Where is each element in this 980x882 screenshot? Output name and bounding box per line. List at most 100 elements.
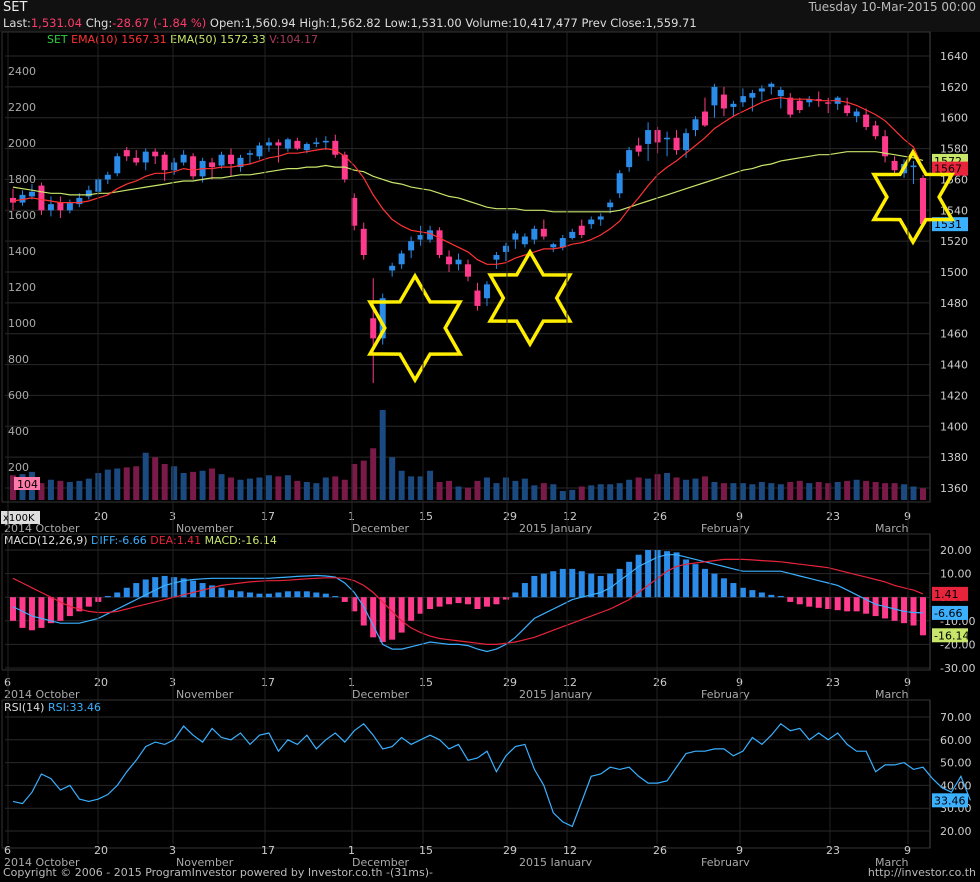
- macd-hist-bar: [237, 591, 244, 598]
- macd-hist-bar: [417, 597, 424, 614]
- macd-hist-bar: [303, 591, 310, 598]
- volume-bar: [692, 478, 699, 500]
- macd-hist-bar: [635, 554, 642, 598]
- rsi-month-label: November: [176, 856, 234, 866]
- price-month-label: November: [176, 522, 234, 535]
- candle-body: [863, 114, 870, 127]
- volume-scale-tick: 400: [8, 425, 29, 438]
- rsi-axis-tick: 50.00: [940, 757, 972, 770]
- volume-scale-tick: 600: [8, 389, 29, 402]
- chg-value: -28.67 (-1.84 %): [112, 16, 207, 30]
- datetime-label: Tuesday 10-Mar-2015 00:00: [808, 0, 976, 14]
- macd-hist-bar: [360, 597, 367, 626]
- volume-bar: [398, 470, 405, 500]
- volume-bar: [190, 471, 197, 500]
- candle-body: [76, 197, 83, 205]
- volume-bar: [66, 482, 73, 500]
- macd-hist-bar: [38, 597, 45, 628]
- macd-hist-bar: [540, 573, 547, 598]
- candle-body: [237, 157, 244, 168]
- macd-hist-bar: [351, 597, 358, 612]
- macd-hist-bar: [218, 587, 225, 598]
- macd-x-tick: 29: [503, 676, 517, 689]
- volume-bar: [171, 466, 178, 500]
- price-axis-tick: 1520: [940, 235, 968, 248]
- candle-body: [10, 197, 16, 203]
- volume-bar: [683, 479, 690, 500]
- volume-value: 10,417,477: [512, 16, 578, 30]
- candle-body: [664, 137, 671, 140]
- volume-bar: [891, 483, 898, 500]
- volume-bar: [540, 483, 547, 500]
- volume-bar: [408, 476, 415, 500]
- volume-bar: [616, 483, 623, 500]
- candle-body: [777, 89, 784, 97]
- macd-hist-bar: [872, 597, 879, 617]
- volume-bar: [228, 477, 235, 500]
- volume-bar: [768, 483, 775, 500]
- macd-hist-bar: [332, 596, 339, 598]
- rsi-x-tick: 3: [169, 844, 176, 857]
- macd-hist-bar: [664, 551, 671, 598]
- open-label: Open:: [209, 16, 245, 30]
- price-axis-tick: 1440: [940, 359, 968, 372]
- macd-hist-bar: [806, 597, 813, 607]
- macd-legend: MACD(12,26,9) DIFF:-6.66 DEA:1.41 MACD:-…: [4, 534, 277, 547]
- macd-x-tick: 15: [419, 676, 433, 689]
- volume-bar: [645, 478, 652, 500]
- macd-hist-bar: [597, 575, 604, 598]
- price-x-tick: 15: [419, 510, 433, 523]
- macd-hist-bar: [10, 597, 16, 621]
- highlight-star: [366, 272, 464, 384]
- quote-header: SET Tuesday 10-Mar-2015 00:00 Last:1,531…: [0, 0, 980, 32]
- volume-bar: [777, 484, 784, 500]
- candle-body: [142, 151, 149, 163]
- macd-hist-bar: [796, 597, 803, 605]
- macd-hist-bar: [777, 596, 784, 598]
- macd-hist-bar: [569, 568, 576, 598]
- volume-badge: [14, 477, 40, 490]
- volume-bar: [626, 479, 633, 500]
- price-x-tick: 23: [826, 510, 840, 523]
- candle-body: [28, 191, 35, 197]
- site-url-link[interactable]: http://investor.co.th: [867, 866, 976, 879]
- macd-month-label: March: [875, 688, 909, 701]
- volume-bar: [853, 479, 860, 500]
- price-axis-tick: 1480: [940, 297, 968, 310]
- volume-bar: [806, 483, 813, 500]
- candle-body: [521, 236, 528, 245]
- candle-body: [465, 264, 471, 277]
- candle-body: [161, 154, 168, 171]
- macd-hist-bar: [787, 597, 794, 602]
- volume-bar: [758, 482, 765, 500]
- volume-bar: [910, 486, 917, 500]
- candle-body: [474, 290, 481, 306]
- macd-hist-bar: [85, 597, 92, 607]
- macd-hist-bar: [104, 596, 111, 598]
- volume-bar: [483, 477, 490, 500]
- price-axis-tick: 1420: [940, 389, 968, 402]
- candle-body: [228, 154, 235, 164]
- candle-body: [882, 136, 889, 157]
- candle-body: [152, 151, 159, 157]
- volume-bar: [701, 476, 708, 500]
- rsi-x-tick: 6: [4, 844, 11, 857]
- macd-hist-bar: [474, 597, 481, 609]
- macd-diff-line: [12, 554, 924, 653]
- rsi-x-tick: 9: [904, 844, 911, 857]
- candle-body: [265, 142, 272, 146]
- macd-hist-bar: [920, 597, 926, 636]
- volume-bar: [502, 477, 509, 500]
- macd-hist-bar: [294, 591, 301, 598]
- macd-hist-bar: [531, 575, 538, 598]
- candle-body: [209, 162, 216, 168]
- volume-scale-tick: 2000: [8, 137, 36, 150]
- macd-hist-bar: [901, 597, 908, 624]
- volume-bar: [123, 467, 130, 500]
- candle-body: [720, 94, 727, 109]
- rsi-month-label: 2015 January: [519, 856, 593, 866]
- candle-body: [796, 100, 803, 110]
- volume-bar: [465, 487, 471, 500]
- macd-hist-bar: [436, 597, 443, 607]
